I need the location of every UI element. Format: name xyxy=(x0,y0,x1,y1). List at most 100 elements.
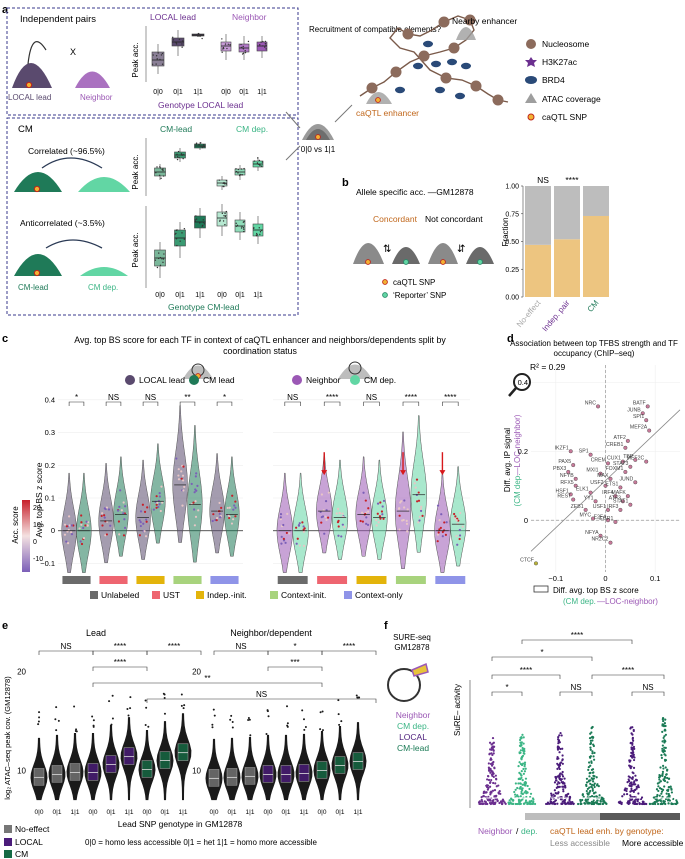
f-point xyxy=(661,740,664,743)
f-point xyxy=(561,775,565,778)
f-point xyxy=(491,736,495,740)
f-point xyxy=(586,802,589,805)
f-point xyxy=(631,743,634,746)
f-point xyxy=(562,790,565,793)
f-point xyxy=(526,791,529,794)
f-point xyxy=(631,746,634,749)
a-point xyxy=(156,166,158,168)
c-left-point xyxy=(215,519,218,522)
f-point xyxy=(582,795,585,799)
f-point xyxy=(655,795,659,798)
f-point xyxy=(513,790,516,794)
d-point-label: MEF2A xyxy=(630,425,648,431)
c-right-point xyxy=(365,522,368,525)
f-point xyxy=(559,798,563,801)
legend-local-lead-swatch xyxy=(125,375,135,385)
f-point xyxy=(662,723,665,726)
c-left-point xyxy=(65,525,68,528)
f-point xyxy=(590,777,593,780)
c-right-point xyxy=(365,516,368,519)
d-point xyxy=(628,464,633,469)
c-category-label: Context-init. xyxy=(281,590,326,600)
e-outlier xyxy=(303,728,306,731)
f-point xyxy=(545,802,548,806)
a-point xyxy=(258,227,260,229)
f-point xyxy=(557,736,560,739)
f-point xyxy=(523,770,527,773)
c-left-violin xyxy=(98,463,114,564)
e-outlier xyxy=(163,693,166,696)
a-point xyxy=(264,40,267,43)
a-point xyxy=(194,34,196,36)
c-right-point xyxy=(419,507,422,511)
f-point xyxy=(557,740,560,743)
c-right-point xyxy=(341,515,344,518)
c-left-point xyxy=(234,515,237,518)
d-point xyxy=(598,471,603,476)
a-bot-ylabel: Peak acc. xyxy=(131,232,140,267)
e-outlier xyxy=(55,706,58,709)
f-point xyxy=(632,739,635,742)
f-point xyxy=(571,801,574,805)
f-point xyxy=(585,789,588,793)
c-left-point xyxy=(228,506,231,509)
d-point xyxy=(588,490,593,495)
a-point xyxy=(172,39,175,41)
c-left-point xyxy=(155,506,158,509)
e-outlier xyxy=(91,715,94,718)
c-left-point xyxy=(146,506,149,509)
a-point xyxy=(224,212,226,215)
c-left-point xyxy=(193,491,196,494)
d-point xyxy=(573,476,578,481)
nucleosome-icon xyxy=(366,82,378,94)
f-point xyxy=(557,742,560,745)
c-right-sig-bracket xyxy=(363,401,380,406)
a-point xyxy=(253,160,256,162)
local-lead-peak xyxy=(12,63,52,88)
f-point xyxy=(592,791,596,795)
f-point xyxy=(561,802,564,805)
f-point xyxy=(492,798,495,802)
f-point xyxy=(667,802,670,805)
f-point xyxy=(635,787,638,790)
c-ytick-label: 0.1 xyxy=(45,494,55,503)
e-outlier xyxy=(249,734,252,737)
c-left-point xyxy=(80,521,83,524)
f-point xyxy=(632,783,635,786)
d-point xyxy=(593,499,598,504)
b-ytick-label: 0.25 xyxy=(505,267,519,274)
c-left-point xyxy=(122,501,125,504)
not-concordant-peak-2 xyxy=(466,247,494,264)
f-point xyxy=(526,801,529,804)
f-point xyxy=(520,769,523,773)
c-right-point xyxy=(438,528,441,531)
legend-caqtl-snp: caQTL SNP xyxy=(542,112,587,122)
f-point xyxy=(589,756,592,759)
c-left-sig-bracket xyxy=(216,401,233,406)
a-point xyxy=(264,43,267,45)
caqtl-snp-icon xyxy=(33,185,41,193)
f-point xyxy=(632,729,635,733)
d-point-label: YY1 xyxy=(584,495,594,501)
a-point xyxy=(238,174,241,177)
c-left-point xyxy=(101,512,104,515)
a-point xyxy=(157,52,159,54)
a-point xyxy=(244,51,247,54)
c-right-point xyxy=(341,523,344,526)
c-left-violin xyxy=(61,472,77,573)
c-left-point xyxy=(197,509,200,512)
f-point xyxy=(632,751,635,754)
e-outlier xyxy=(211,723,214,726)
e-outlier xyxy=(111,694,114,697)
c-left-point xyxy=(155,495,158,498)
a-point xyxy=(201,34,203,36)
a-point xyxy=(158,252,160,254)
d-point xyxy=(605,518,610,523)
f-point xyxy=(661,718,664,721)
c-right-point xyxy=(288,532,291,535)
c-left-point xyxy=(216,517,219,520)
f-point xyxy=(629,766,632,769)
a-point xyxy=(243,167,245,170)
f-point xyxy=(560,778,563,781)
a-point xyxy=(224,43,227,45)
